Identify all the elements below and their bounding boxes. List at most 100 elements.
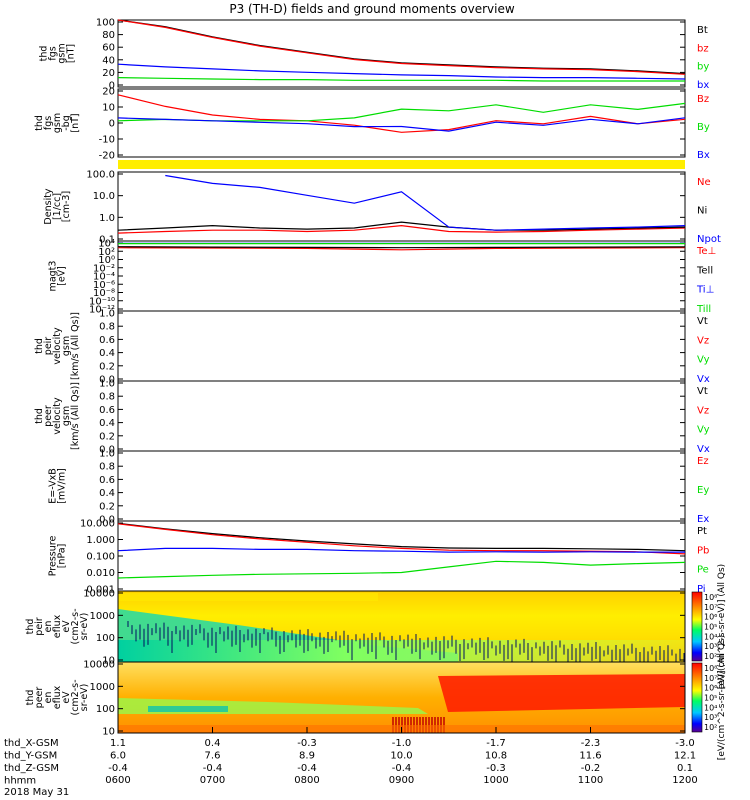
y-tick-label: 100 bbox=[96, 633, 115, 644]
panel-frame bbox=[117, 310, 686, 382]
y-tick-label: 10⁻⁶ bbox=[93, 280, 115, 291]
legend-entry: Ti⊥ bbox=[696, 285, 714, 296]
axis-row-value: -0.4 bbox=[392, 763, 412, 774]
y-tick-label: 10.000 bbox=[80, 519, 115, 530]
y-axis-label: sr-eV) bbox=[79, 613, 90, 641]
colorbar-tick-label: 10² bbox=[704, 723, 717, 732]
panel-frame bbox=[117, 240, 686, 312]
legend-entry: Vx bbox=[697, 374, 710, 385]
y-tick-label: 1.000 bbox=[86, 535, 115, 546]
y-tick-label: 10⁻² bbox=[93, 263, 115, 274]
y-tick-label: 10⁻¹² bbox=[89, 305, 115, 316]
y-axis-label: en bbox=[43, 692, 54, 704]
axis-row-value: 0.1 bbox=[677, 763, 693, 774]
y-tick-label: 1.0 bbox=[99, 449, 115, 460]
legend-entry: Vy bbox=[697, 355, 710, 366]
legend-entry: Ez bbox=[697, 456, 709, 467]
y-tick-label: 0.4 bbox=[99, 348, 115, 359]
y-tick-label: 0.6 bbox=[99, 475, 115, 486]
axis-row-value: 1.1 bbox=[110, 738, 126, 749]
colorbar-tick-label: 10⁷ bbox=[704, 674, 717, 683]
colorbar-tick-label: 10⁴ bbox=[704, 632, 717, 641]
y-axis-label: eflux bbox=[52, 685, 63, 709]
y-axis-label: Density bbox=[43, 188, 54, 224]
x-tick-label: 0800 bbox=[294, 775, 319, 786]
series-bx bbox=[117, 63, 686, 80]
y-tick-label: 0.8 bbox=[99, 392, 115, 403]
y-tick-label: -10 bbox=[99, 135, 115, 146]
x-tick-label: 0600 bbox=[105, 775, 130, 786]
legend-entry: Vx bbox=[697, 444, 710, 455]
legend-entry: Pt bbox=[697, 526, 707, 537]
x-tick-label: 1100 bbox=[578, 775, 603, 786]
y-axis-label: peir bbox=[43, 337, 54, 356]
series-Bt bbox=[117, 19, 686, 75]
y-axis-label: thd bbox=[34, 115, 45, 131]
series-Pi bbox=[117, 547, 685, 553]
y-tick-label: 0.010 bbox=[86, 568, 115, 579]
legend-entry: Vz bbox=[697, 405, 709, 416]
colorbar-tick-label: 10³ bbox=[704, 642, 717, 651]
spectrogram-cyan-band bbox=[148, 706, 228, 712]
y-axis-label: [nPa] bbox=[57, 544, 68, 569]
time-axis: 0600 0700 0800 0900 1000 1100 1200 thd_X-GSM 1.1… bbox=[4, 727, 698, 787]
axis-row-value: -1.0 bbox=[392, 738, 412, 749]
series-Npot bbox=[165, 174, 686, 231]
y-axis-label: gsm bbox=[61, 336, 72, 356]
y-axis-label: [cm-3] bbox=[61, 191, 72, 222]
y-tick-label: 0.0 bbox=[99, 375, 115, 386]
y-tick-label: 0.100 bbox=[86, 552, 115, 563]
y-axis-label: (cm2-s- bbox=[70, 679, 81, 715]
axis-row-value: -2.3 bbox=[581, 738, 601, 749]
y-axis-label: [km/s (All Qs)] bbox=[70, 382, 81, 450]
x-tick-label: 0700 bbox=[200, 775, 225, 786]
panel-frame bbox=[117, 88, 686, 158]
legend-entry: by bbox=[697, 62, 709, 73]
panel-8: 10.000 1.000 0.100 0.010 0.001 Pressure[nPa] P… bbox=[48, 519, 710, 596]
colorbar-label: [eV/(cm^2-s-sr-eV)] (All Qs) bbox=[717, 564, 727, 689]
colorbar-tick-label: 10⁴ bbox=[704, 703, 717, 712]
y-axis-label: peer bbox=[34, 687, 45, 709]
colorbar bbox=[691, 662, 703, 733]
y-tick-label: 10 bbox=[102, 103, 115, 114]
y-axis-label: gsm bbox=[61, 406, 72, 426]
y-axis-label: fgs bbox=[48, 46, 59, 60]
y-axis-label: E=-VxB bbox=[48, 468, 59, 503]
legend-entry: Te⊥ bbox=[696, 246, 716, 257]
y-tick-label: 0.6 bbox=[99, 405, 115, 416]
y-tick-label: 10⁰ bbox=[98, 255, 115, 266]
legend-entry: bx bbox=[697, 80, 709, 91]
y-tick-label: 0.6 bbox=[99, 335, 115, 346]
series-Ne bbox=[117, 224, 686, 234]
y-tick-label: 100 bbox=[96, 704, 115, 715]
panel-frame bbox=[117, 520, 686, 592]
y-axis-label: [km/s (All Qs)] bbox=[70, 312, 81, 380]
y-axis-label: [nT] bbox=[66, 44, 77, 63]
panel-3: 100.0 10.0 1.0 0.1 Density[1/cc][cm-3] Ne Ni Np… bbox=[43, 170, 721, 246]
y-tick-label: 1.0 bbox=[99, 213, 115, 224]
panel-frame bbox=[117, 19, 686, 88]
y-tick-label: 10⁻⁸ bbox=[93, 288, 115, 299]
y-axis-label: thd bbox=[39, 46, 50, 62]
axis-row-value: -0.4 bbox=[203, 763, 223, 774]
y-axis-label: thd bbox=[34, 408, 45, 424]
colorbar-tick-label: 10² bbox=[704, 652, 717, 661]
y-tick-label: 0.4 bbox=[99, 418, 115, 429]
status-bar bbox=[118, 160, 685, 169]
date-label: 2018 May 31 bbox=[4, 787, 69, 798]
panel-frame bbox=[117, 380, 686, 452]
y-tick-label: 0 bbox=[109, 81, 115, 92]
spectrogram-high-energy-band bbox=[118, 593, 378, 601]
y-tick-label: 0.0 bbox=[99, 515, 115, 526]
series-Ni bbox=[117, 221, 686, 231]
y-tick-label: 10⁻¹⁰ bbox=[89, 296, 115, 307]
y-tick-label: 1.0 bbox=[99, 309, 115, 320]
colorbar-tick-label: 10³ bbox=[704, 713, 717, 722]
panel-7: 1.0 0.8 0.6 0.4 0.2 0.0 E=-VxB[mV/m] Ez Ey Ex bbox=[48, 449, 710, 526]
y-tick-label: 10² bbox=[98, 247, 115, 258]
y-tick-label: 10⁴ bbox=[98, 239, 115, 250]
legend-entry: Bz bbox=[697, 94, 709, 105]
